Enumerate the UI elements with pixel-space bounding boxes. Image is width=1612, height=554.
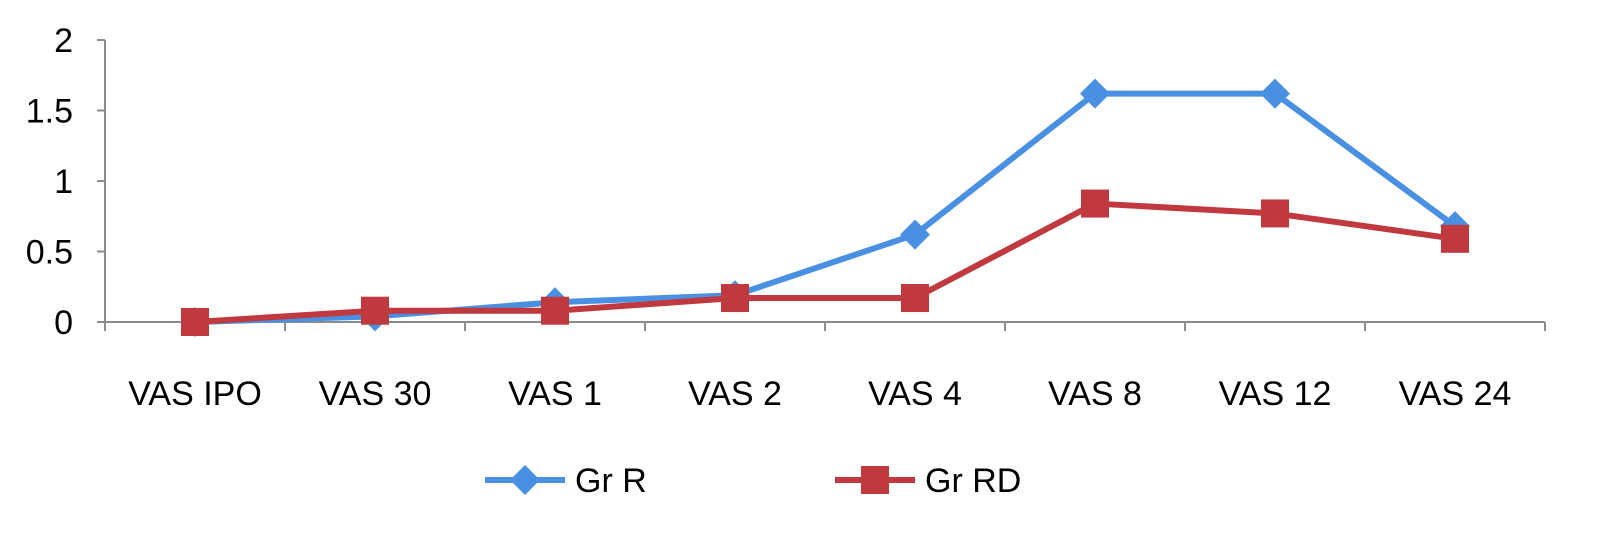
legend-label: Gr R xyxy=(575,462,647,500)
data-point xyxy=(361,296,389,325)
legend-marker xyxy=(510,465,540,495)
data-point xyxy=(541,296,569,325)
x-tick-label: VAS 30 xyxy=(319,375,432,413)
data-point xyxy=(721,284,749,313)
x-tick-label: VAS 4 xyxy=(868,375,962,413)
data-point xyxy=(181,308,209,336)
series-line xyxy=(194,200,1456,325)
x-tick-label: VAS 1 xyxy=(508,375,602,413)
data-point xyxy=(1260,78,1290,109)
legend-label: Gr RD xyxy=(925,462,1021,500)
data-point xyxy=(1261,199,1289,228)
data-point xyxy=(1081,189,1109,218)
y-tick-label: 1.5 xyxy=(26,93,73,131)
legend-marker xyxy=(861,466,889,494)
y-tick-label: 0 xyxy=(54,304,73,342)
x-tick-label: VAS 12 xyxy=(1219,375,1332,413)
x-tick-label: VAS 2 xyxy=(688,375,782,413)
series-layer xyxy=(180,78,1470,337)
series-line xyxy=(194,90,1457,325)
legend: Gr R Gr RD xyxy=(485,462,1021,500)
y-tick-label: 2 xyxy=(54,22,73,60)
data-point xyxy=(900,219,930,250)
series-gr-rd xyxy=(181,189,1469,336)
y-axis: 0 0.5 1 1.5 2 xyxy=(26,22,106,342)
data-point xyxy=(1441,224,1469,253)
y-tick-label: 0.5 xyxy=(26,234,73,272)
data-point xyxy=(1080,78,1110,109)
x-tick-label: VAS 24 xyxy=(1399,375,1512,413)
data-point xyxy=(901,284,929,313)
legend-item: Gr RD xyxy=(835,462,1021,500)
x-tick-label: VAS 8 xyxy=(1048,375,1142,413)
x-axis: VAS IPO VAS 30 VAS 1 VAS 2 VAS 4 VAS 8 VAS 12 V… xyxy=(104,321,1546,413)
y-tick-label: 1 xyxy=(54,163,73,201)
x-tick-label: VAS IPO xyxy=(128,375,262,413)
legend-item: Gr R xyxy=(485,462,647,500)
